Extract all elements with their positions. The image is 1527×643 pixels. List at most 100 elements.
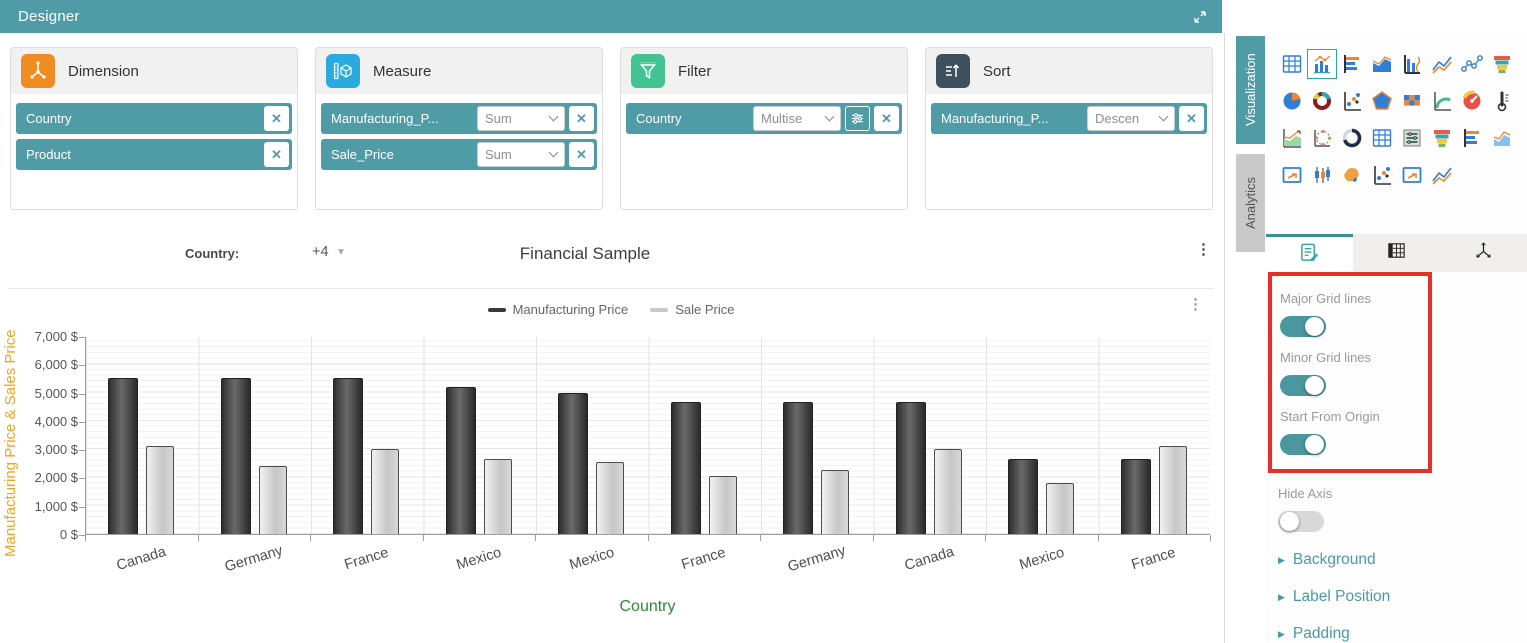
area-chart-icon[interactable] [1367, 49, 1397, 79]
spark-area-chart-icon[interactable] [1487, 123, 1517, 153]
doughnut-chart-icon[interactable] [1307, 86, 1337, 116]
scatter-chart-icon[interactable] [1337, 86, 1367, 116]
y-tick-mark [79, 365, 85, 367]
properties-section: Properties Visualization Analytics Major… [1232, 0, 1527, 643]
spline-chart-icon[interactable] [1427, 49, 1457, 79]
expander-label-position[interactable]: ▶ Label Position [1278, 588, 1527, 606]
bar-sale-price[interactable] [483, 459, 512, 534]
panel-header: Measure [316, 48, 602, 94]
chip-remove-button[interactable]: ✕ [1179, 106, 1204, 131]
chart-widget: Country: +4 ▼ Financial Sample ⋮ Manufac… [0, 228, 1222, 643]
field-chip[interactable]: Country Multise ✕ [626, 103, 902, 134]
toggle-hide-axis[interactable] [1278, 511, 1324, 532]
chip-remove-button[interactable]: ✕ [569, 106, 594, 131]
data-grid-tab[interactable] [1353, 234, 1440, 272]
expander-label: Background [1292, 551, 1376, 568]
field-chip[interactable]: Sale_Price Sum ✕ [321, 139, 597, 170]
tab-analytics[interactable]: Analytics [1236, 154, 1265, 252]
chip-remove-button[interactable]: ✕ [874, 106, 899, 131]
list-settings-chart-icon[interactable] [1397, 123, 1427, 153]
toggle-knob [1305, 435, 1324, 454]
legend-item[interactable]: Sale Price [650, 302, 734, 317]
scatter-line-chart-icon[interactable] [1457, 49, 1487, 79]
filter-settings-button[interactable] [845, 106, 870, 131]
field-panel-sort: Sort Manufacturing_P... Descen ✕ [925, 47, 1213, 210]
expander-background[interactable]: ▶ Background [1278, 551, 1527, 569]
bar-manufacturing-price[interactable] [108, 378, 139, 534]
bar-sale-price[interactable] [1046, 483, 1075, 534]
bar-sale-price[interactable] [1158, 446, 1187, 534]
gauge-chart-icon[interactable] [1427, 86, 1457, 116]
properties-main: Major Grid lines Minor Grid lines Start Fr… [1266, 36, 1527, 643]
expander-padding[interactable]: ▶ Padding [1278, 625, 1527, 643]
widget-filter-value[interactable]: +4 [312, 244, 329, 260]
field-chip[interactable]: Country ✕ [16, 103, 292, 134]
chip-remove-button[interactable]: ✕ [264, 106, 289, 131]
card-icon[interactable] [1277, 160, 1307, 190]
legend-item[interactable]: Manufacturing Price [487, 302, 628, 317]
range-column-chart-icon[interactable] [1397, 49, 1427, 79]
bar-manufacturing-price[interactable] [558, 392, 589, 534]
bar-sale-price[interactable] [933, 449, 962, 534]
bar-manufacturing-price[interactable] [220, 378, 251, 534]
bar-manufacturing-price[interactable] [1120, 459, 1151, 534]
box-whisker-chart-icon[interactable] [1307, 160, 1337, 190]
ring-chart-icon[interactable] [1337, 123, 1367, 153]
aggregation-dropdown[interactable]: Descen [1087, 106, 1175, 131]
panel-title: Sort [983, 62, 1011, 80]
bar-manufacturing-price[interactable] [670, 402, 701, 534]
toggle-start-from-origin[interactable] [1280, 434, 1326, 455]
kpi-card-icon[interactable] [1397, 160, 1427, 190]
radar-chart-icon[interactable] [1307, 123, 1337, 153]
field-chip-label: Sale_Price [331, 147, 394, 162]
field-chip[interactable]: Manufacturing_P... Sum ✕ [321, 103, 597, 134]
general-settings-tab[interactable] [1266, 234, 1353, 272]
thermometer-chart-icon[interactable] [1487, 86, 1517, 116]
bar-chart-icon[interactable] [1337, 49, 1367, 79]
aggregation-dropdown[interactable]: Sum [477, 106, 565, 131]
bar-sale-price[interactable] [708, 476, 737, 534]
stacked-bar-chart-icon[interactable] [1457, 123, 1487, 153]
field-chip[interactable]: Manufacturing_P... Descen ✕ [931, 103, 1207, 134]
chip-remove-button[interactable]: ✕ [264, 142, 289, 167]
bar-sale-price[interactable] [596, 461, 625, 534]
axes-tab-icon [1473, 240, 1494, 266]
field-chip[interactable]: Product ✕ [16, 139, 292, 170]
funnel-chart-icon[interactable] [1487, 49, 1517, 79]
bar-sale-price[interactable] [371, 449, 400, 534]
polygon-chart-icon[interactable] [1367, 86, 1397, 116]
designer-section: Designer Dimension Country ✕ Product ✕ Measur… [0, 0, 1222, 643]
bar-sale-price[interactable] [258, 466, 287, 534]
pyramid-chart-icon[interactable] [1427, 123, 1457, 153]
bar-manufacturing-price[interactable] [333, 378, 364, 534]
map-chart-icon[interactable] [1337, 160, 1367, 190]
pivot-grid-icon[interactable] [1277, 49, 1307, 79]
designer-collapse-icon[interactable] [1192, 8, 1210, 26]
bar-sale-price[interactable] [146, 446, 175, 534]
widget-menu-icon[interactable]: ⋮ [1196, 241, 1211, 258]
combo-chart-icon[interactable] [1277, 123, 1307, 153]
column-chart-icon[interactable] [1307, 49, 1337, 79]
axes-tab[interactable] [1440, 234, 1527, 272]
y-tick-label: 6,000 $ [34, 357, 78, 373]
pie-chart-icon[interactable] [1277, 86, 1307, 116]
circular-gauge-chart-icon[interactable] [1457, 86, 1487, 116]
heatmap-chart-icon[interactable] [1397, 86, 1427, 116]
grid-table-icon[interactable] [1367, 123, 1397, 153]
bar-manufacturing-price[interactable] [895, 402, 926, 534]
bubble-chart-icon[interactable] [1367, 160, 1397, 190]
filter-caret-down-icon[interactable]: ▼ [336, 247, 346, 258]
bar-sale-price[interactable] [821, 470, 850, 534]
toggle-minor-grid-lines[interactable] [1280, 375, 1326, 396]
trend-line-chart-icon[interactable] [1427, 160, 1457, 190]
bar-manufacturing-price[interactable] [1008, 459, 1039, 534]
tab-visualization[interactable]: Visualization [1236, 36, 1265, 144]
bar-manufacturing-price[interactable] [783, 402, 814, 534]
bar-manufacturing-price[interactable] [445, 386, 476, 534]
toggle-major-grid-lines[interactable] [1280, 316, 1326, 337]
field-chip-label: Manufacturing_P... [941, 111, 1049, 126]
chart-menu-icon[interactable]: ⋮ [1188, 296, 1203, 313]
chip-remove-button[interactable]: ✕ [569, 142, 594, 167]
aggregation-dropdown[interactable]: Sum [477, 142, 565, 167]
aggregation-dropdown[interactable]: Multise [753, 106, 841, 131]
